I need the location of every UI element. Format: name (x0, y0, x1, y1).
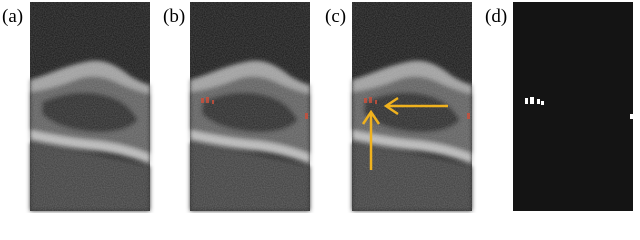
panel-c: (c) (325, 2, 472, 211)
panel-label: (b) (163, 6, 185, 27)
lesion-marks (201, 97, 308, 119)
arrows (361, 96, 448, 170)
lesion-marks (364, 97, 470, 119)
panel-b: (b) (163, 2, 310, 211)
panel-a: (a) (2, 2, 150, 211)
panel-label: (d) (485, 6, 507, 27)
lesion-marks (525, 97, 633, 119)
mask-image (513, 2, 633, 211)
oct-image (30, 2, 150, 211)
figure: (a) (b) (c) (d) (2, 2, 633, 211)
oct-image (190, 2, 310, 211)
panel-label: (a) (2, 6, 23, 27)
panel-label: (c) (325, 6, 346, 27)
panel-d: (d) (485, 2, 633, 211)
